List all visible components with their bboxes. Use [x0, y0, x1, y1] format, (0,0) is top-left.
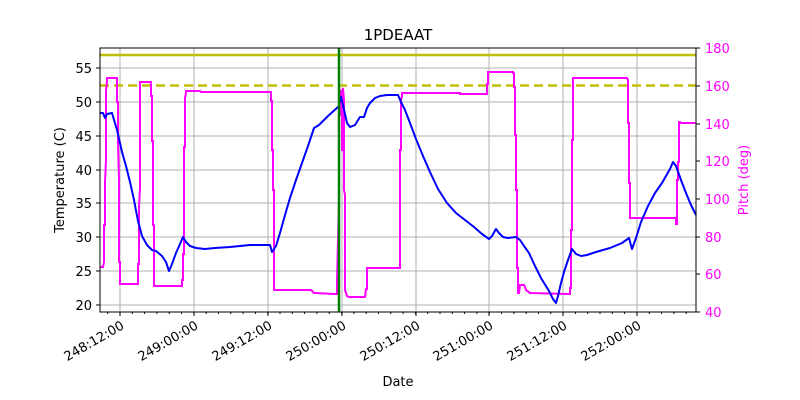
- y2tick-label: 100: [705, 193, 730, 208]
- y2tick-label: 120: [705, 155, 730, 170]
- xtick-label: 251:00:00: [431, 318, 496, 364]
- ytick-label: 25: [75, 265, 92, 280]
- xtick-label: 248:12:00: [62, 318, 127, 364]
- ytick-label: 35: [75, 197, 92, 212]
- xtick-label: 251:12:00: [505, 318, 570, 364]
- xtick-label: 249:12:00: [210, 318, 275, 364]
- ytick-label: 30: [75, 231, 92, 246]
- x-axis-tick-labels: 248:12:00 249:00:00 249:12:00 250:00:00 …: [62, 318, 644, 364]
- ytick-label: 40: [75, 164, 92, 179]
- right-axis-tick-labels: 180 160 140 120 100 80 60 40: [705, 42, 730, 321]
- y2tick-label: 60: [705, 268, 722, 283]
- y2tick-label: 80: [705, 231, 722, 246]
- xtick-label: 249:00:00: [136, 318, 201, 364]
- left-axis-tick-labels: 55 50 45 40 35 30 25 20: [75, 62, 92, 314]
- y2tick-label: 180: [705, 42, 730, 57]
- x-axis-label: Date: [382, 375, 413, 390]
- ytick-label: 45: [75, 130, 92, 145]
- xtick-label: 252:00:00: [579, 318, 644, 364]
- xtick-label: 250:00:00: [284, 318, 349, 364]
- gridlines: [100, 48, 696, 312]
- plot-frame: [99, 47, 697, 313]
- pitch-series-line: [100, 71, 696, 298]
- left-axis-ticks: [96, 67, 100, 306]
- y2tick-label: 40: [705, 306, 722, 321]
- temperature-series-line: [100, 94, 697, 304]
- plot-area: [100, 48, 696, 312]
- ytick-label: 55: [75, 62, 92, 77]
- y2tick-label: 160: [705, 80, 730, 95]
- y2tick-label: 140: [705, 118, 730, 133]
- y-axis-label: Temperature (C): [53, 127, 68, 234]
- x-axis-minor-ticks: [107, 312, 687, 314]
- y2-axis-label: Pitch (deg): [737, 145, 752, 215]
- right-axis-ticks: [696, 47, 700, 313]
- ytick-label: 50: [75, 96, 92, 111]
- chart-title: 1PDEAAT: [364, 26, 433, 44]
- ytick-label: 20: [75, 299, 92, 314]
- xtick-label: 250:12:00: [358, 318, 423, 364]
